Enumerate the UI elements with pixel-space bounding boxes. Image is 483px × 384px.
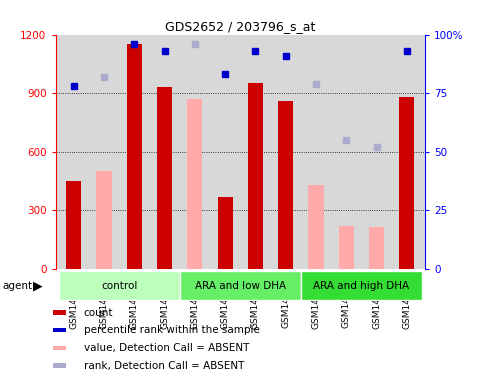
Bar [58,271,180,300]
Text: agent: agent [2,281,32,291]
Text: rank, Detection Call = ABSENT: rank, Detection Call = ABSENT [84,361,244,371]
Bar [54,310,66,315]
Text: ARA and high DHA: ARA and high DHA [313,281,410,291]
Bar [54,363,66,368]
Bar [278,101,293,269]
Bar [54,346,66,350]
Bar [248,83,263,269]
Text: count: count [84,308,114,318]
Text: control: control [101,281,137,291]
Text: ARA and low DHA: ARA and low DHA [195,281,286,291]
Bar [217,197,233,269]
Bar [369,227,384,269]
Text: value, Detection Call = ABSENT: value, Detection Call = ABSENT [84,343,249,353]
Bar [309,185,324,269]
Bar [54,328,66,332]
Bar [180,271,301,300]
Bar [127,44,142,269]
Text: percentile rank within the sample: percentile rank within the sample [84,325,260,335]
Title: GDS2652 / 203796_s_at: GDS2652 / 203796_s_at [165,20,315,33]
Bar [97,171,112,269]
Bar [339,226,354,269]
Bar [301,271,422,300]
Text: ▶: ▶ [33,279,43,292]
Bar [399,97,414,269]
Bar [66,181,81,269]
Bar [187,99,202,269]
Bar [157,87,172,269]
